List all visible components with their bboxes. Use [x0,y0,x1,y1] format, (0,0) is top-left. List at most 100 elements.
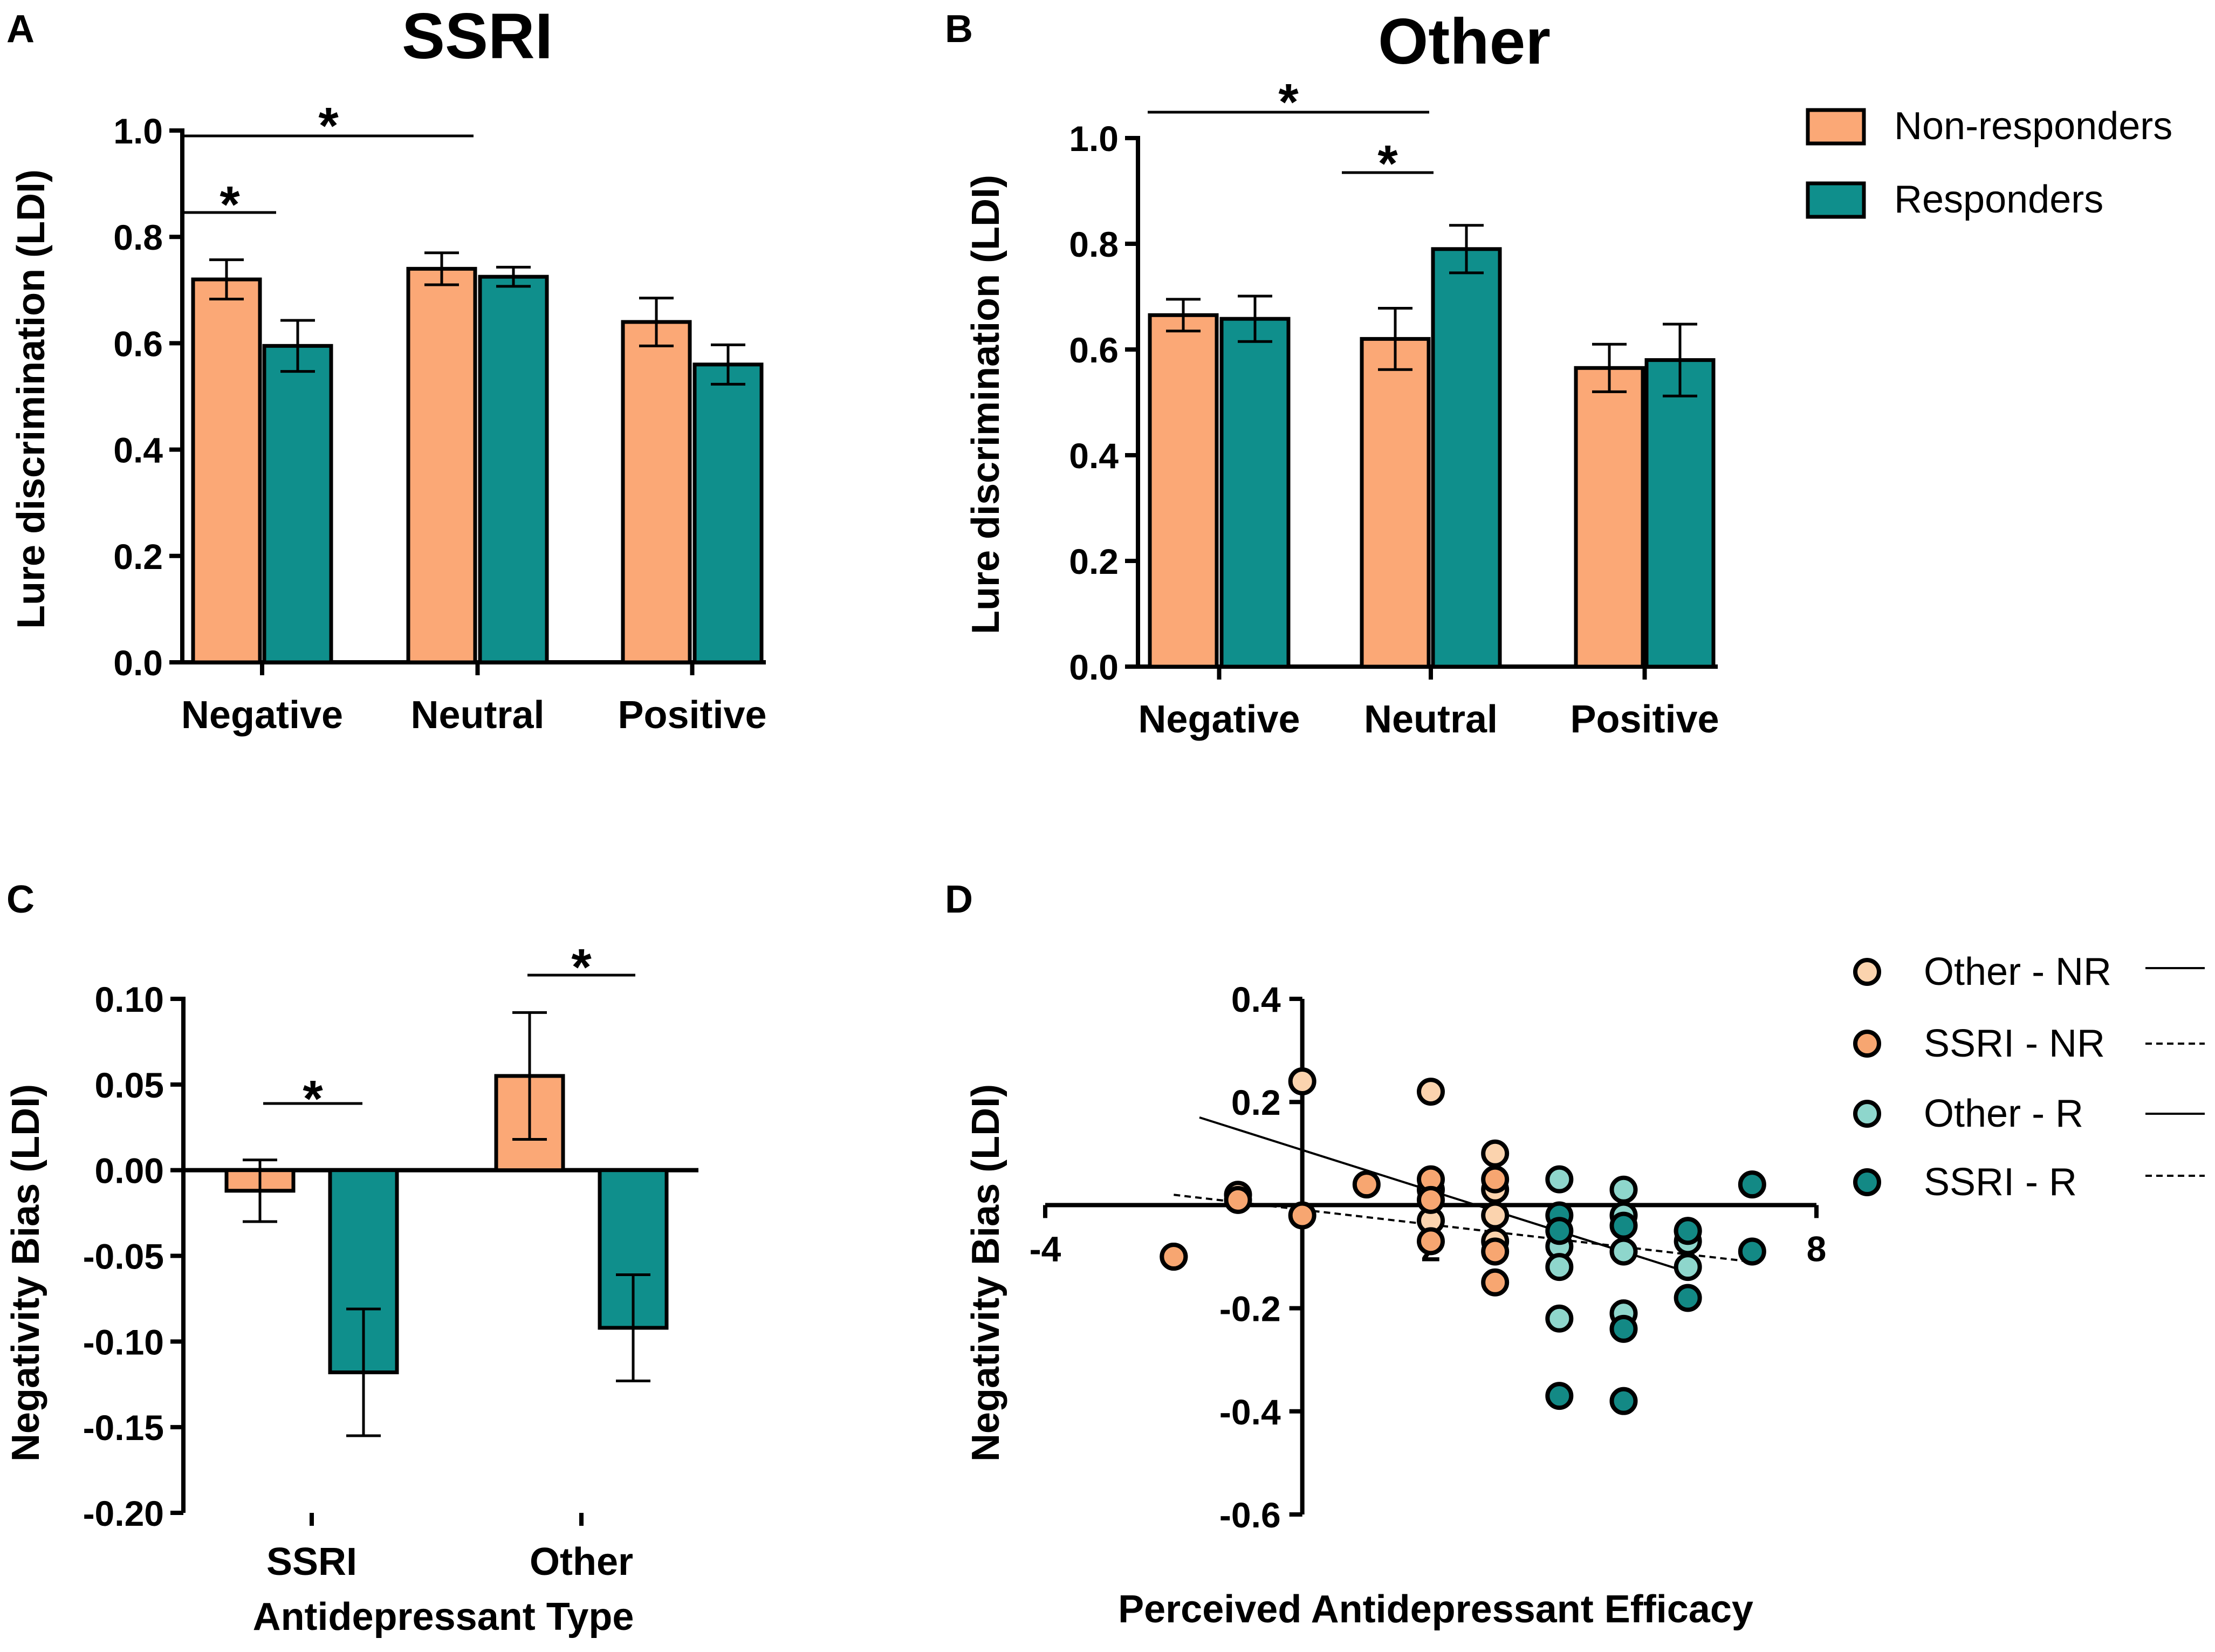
panel-d-point-ssri-nr [1160,1243,1188,1271]
panel-d-y-tick-label: 0.4 [1231,979,1281,1019]
panel-a-category-label: Negative [181,694,343,737]
panel-d-point-ssri-r [1545,1217,1574,1245]
panel-d-point-ssri-r [1738,1237,1766,1266]
panel-b-y-axis-label: Lure discrimination (LDI) [964,175,1007,634]
panel-d-point-ssri-nr [1352,1170,1381,1199]
panel-d-point-ssri-nr [1417,1227,1445,1256]
panel-d-point-ssri-nr [1288,1201,1316,1230]
panel-a-significance-star: * [318,97,339,155]
panel-d-point-ssri-r [1609,1314,1638,1343]
panel-d-point-other-r [1609,1175,1638,1204]
panel-d-point-other-nr [1417,1078,1445,1106]
panel-a: A SSRI Lure discrimination (LDI) 0.00.20… [6,0,767,737]
panel-d-x-tick-label: 8 [1807,1229,1827,1269]
legend-label-responders: Responders [1894,178,2103,221]
panel-c-y-axis-label: Negativity Bias (LDI) [4,1084,47,1462]
panel-d-y-tick-label: -0.4 [1219,1392,1281,1432]
panel-c-x-axis-label: Antidepressant Type [253,1595,634,1639]
panel-d-point-ssri-r [1674,1217,1702,1245]
panel-c-y-tick-label: 0.05 [95,1065,164,1105]
panel-a-bar [478,275,549,664]
panel-c-label: C [6,878,35,921]
panel-d-label: D [945,878,973,921]
panel-c-axes: 0.10 0.05 0.00 -0.05 -0.10 -0.15 -0.20 SSRI Othe… [83,979,698,1584]
panel-d-x-tick-label: -4 [1030,1229,1061,1269]
panel-d-point-ssri-r [1738,1170,1766,1199]
panel-d-point-other-r [1545,1253,1574,1281]
panel-d-point-ssri-r [1674,1284,1702,1312]
panel-c-y-tick-label: -0.20 [83,1493,164,1533]
panel-d-point-ssri-nr [1481,1268,1510,1297]
panel-b-category-label: Neutral [1364,698,1498,741]
panel-d: D Negativity Bias (LDI) Perceived Antide… [945,878,1826,1631]
panel-b-y-tick-label: 0.0 [1069,647,1119,687]
panel-c-y-tick-label: 0.10 [95,979,164,1019]
panel-a-category-label: Neutral [410,694,544,737]
panel-d-y-axis-label: Negativity Bias (LDI) [964,1084,1007,1462]
legend-marker-ssri-nr [1853,1030,1881,1058]
panel-a-y-tick-label: 0.4 [113,430,163,470]
legend-label-non-responders: Non-responders [1894,105,2172,148]
panel-c-bars: ** [224,938,669,1437]
panel-d-point-ssri-nr [1481,1165,1510,1194]
panel-c-significance-star: * [571,938,592,996]
legend-label-ssri-nr: SSRI - NR [1924,1022,2105,1065]
panel-b-y-tick-label: 0.4 [1069,436,1119,476]
panel-c-y-tick-label: -0.05 [83,1237,164,1277]
panel-d-point-other-r [1609,1237,1638,1266]
panel-c-y-tick-label: -0.15 [83,1408,164,1448]
panel-b-bar [1148,313,1219,669]
panel-a-axes: 0.0 0.2 0.4 0.6 0.8 1.0 Negative Neutral Positiv… [113,111,766,737]
panel-d-point-other-r [1545,1165,1574,1194]
legend-responders: Non-responders Responders [1806,105,2172,221]
panel-c-y-tick-label: 0.00 [95,1151,164,1191]
panel-a-y-tick-label: 0.6 [113,324,163,364]
panel-a-label: A [6,8,35,51]
legend-label-ssri-r: SSRI - R [1924,1161,2077,1204]
panel-b-bar [1644,358,1716,669]
panel-c-category-label: SSRI [266,1540,357,1584]
panel-a-title: SSRI [402,0,553,72]
panel-b: B Other Lure discrimination (LDI) 0.0 0.2… [945,5,1719,741]
panel-d-point-other-nr [1481,1201,1510,1230]
panel-a-y-tick-label: 0.8 [113,217,163,257]
panel-b-bar [1574,366,1645,669]
panel-d-y-tick-label: -0.2 [1219,1289,1281,1329]
panel-c: C Negativity Bias (LDI) Antidepressant T… [4,878,698,1639]
panel-a-bar [406,266,477,664]
panel-b-title: Other [1378,5,1551,78]
panel-a-bars: ** [183,97,764,664]
panel-c-y-tick-label: -0.10 [83,1322,164,1362]
panel-d-point-other-r [1545,1304,1574,1333]
panel-a-bar [262,344,333,664]
panel-d-y-tick-label: 0.2 [1231,1082,1281,1122]
panel-b-bar [1431,247,1502,669]
panel-d-point-other-r [1674,1253,1702,1281]
panel-c-significance-star: * [303,1070,323,1128]
legend-label-other-nr: Other - NR [1924,950,2111,993]
panel-b-bars: ** [1148,73,1716,669]
panel-b-bar [1219,317,1291,669]
panel-a-y-tick-label: 0.2 [113,537,163,577]
panel-b-category-label: Negative [1138,698,1300,741]
legend-marker-ssri-r [1853,1168,1881,1196]
legend-swatch-responders [1806,181,1866,219]
panel-c-category-label: Other [530,1540,633,1584]
panel-b-y-tick-label: 0.8 [1069,224,1119,264]
panel-a-bar [191,277,262,664]
panel-b-bar [1360,337,1431,669]
panel-a-y-tick-label: 0.0 [113,643,163,683]
panel-d-point-ssri-r [1545,1382,1574,1410]
panel-a-category-label: Positive [618,694,766,737]
panel-d-point-other-nr [1288,1067,1316,1095]
panel-d-point-ssri-nr [1417,1185,1445,1214]
panel-a-y-tick-label: 1.0 [113,111,163,151]
panel-d-y-tick-label: -0.6 [1219,1495,1281,1535]
legend-panel-d: Other - NR SSRI - NR Other - R SSRI - R [1853,950,2205,1204]
legend-marker-other-nr [1853,958,1881,986]
panel-a-bar [692,362,764,664]
panel-a-bar [621,320,692,664]
panel-b-y-tick-label: 0.6 [1069,330,1119,370]
panel-d-point-other-nr [1481,1139,1510,1168]
